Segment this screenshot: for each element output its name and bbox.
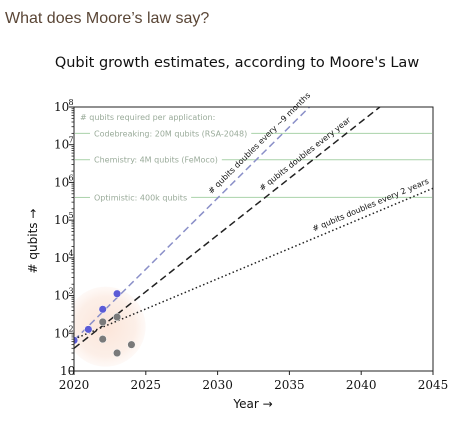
y-tick-label: 10: [54, 289, 69, 303]
x-tick-label: 2040: [346, 378, 377, 392]
trend-line: [74, 187, 433, 340]
annotation-header: # qubits required per application:: [80, 113, 215, 122]
y-tick-exponent: 8: [69, 98, 74, 107]
x-tick-label: 2020: [59, 378, 90, 392]
y-tick-exponent: 5: [69, 211, 74, 220]
y-tick-exponent: 4: [69, 249, 74, 258]
data-point: [127, 340, 136, 349]
y-axis-label: # qubits →: [26, 209, 40, 274]
x-tick-label: 2045: [418, 378, 449, 392]
y-tick-label: 10: [54, 251, 69, 265]
reference-line-label: Codebreaking: 20M qubits (RSA-2048): [94, 129, 247, 138]
y-tick-label: 10: [54, 100, 69, 114]
trend-line-label: # qubits doubles every ~9 months: [206, 91, 312, 196]
x-axis-label: Year →: [232, 397, 272, 411]
plot-frame: [73, 106, 434, 372]
data-point: [84, 325, 93, 334]
data-point: [113, 289, 122, 298]
data-point: [74, 336, 79, 345]
trend-line-label: # qubits doubles every 2 years: [311, 177, 430, 234]
x-tick-label: 2025: [131, 378, 162, 392]
chart-title: Qubit growth estimates, according to Moo…: [54, 55, 420, 71]
y-tick-label: 10: [54, 138, 69, 152]
y-tick-label: 10: [54, 213, 69, 227]
data-point: [113, 348, 122, 358]
reference-line-label: Chemistry: 4M qubits (FeMoco): [94, 156, 218, 165]
y-tick-label: 10: [54, 175, 69, 189]
x-tick-label: 2030: [202, 378, 233, 392]
x-tick-label: 2035: [274, 378, 305, 392]
trend-line: [74, 107, 311, 341]
data-point: [98, 335, 107, 344]
y-tick-exponent: 3: [69, 287, 74, 296]
trend-line: [74, 107, 381, 349]
data-point: [98, 317, 107, 326]
data-point: [98, 305, 107, 314]
y-tick-exponent: 2: [69, 324, 74, 333]
highlight-circle: [74, 286, 146, 367]
data-point: [113, 312, 122, 322]
y-tick-label: 10: [54, 326, 69, 340]
y-tick-label: 10: [60, 364, 75, 378]
reference-line-label: Optimistic: 400k qubits: [94, 193, 187, 202]
slide-heading: What does Moore’s law say?: [5, 10, 210, 27]
y-tick-exponent: 6: [69, 173, 74, 182]
y-tick-exponent: 7: [69, 136, 74, 145]
